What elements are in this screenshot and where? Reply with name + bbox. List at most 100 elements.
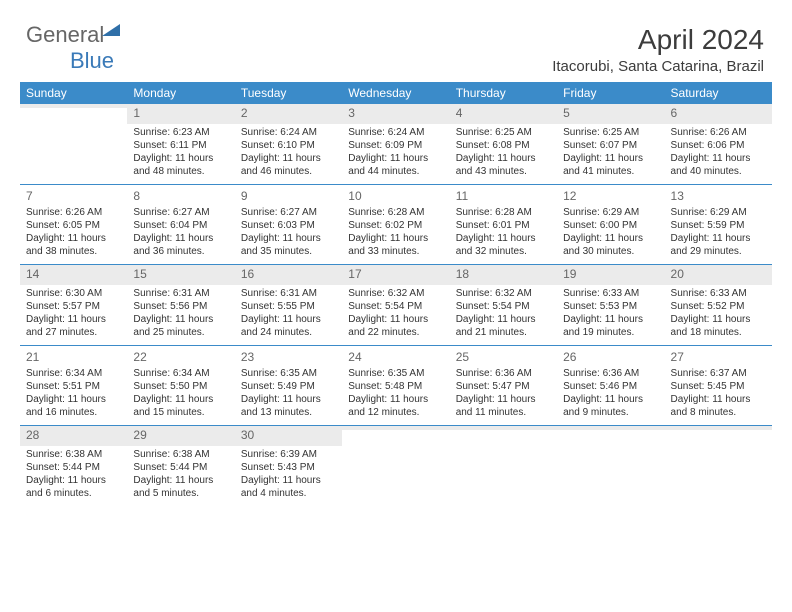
day-info-line: Sunset: 5:43 PM bbox=[241, 461, 336, 474]
day-number: 5 bbox=[557, 104, 664, 124]
day-info-line: Sunrise: 6:27 AM bbox=[241, 206, 336, 219]
day-info-line: Daylight: 11 hours bbox=[563, 232, 658, 245]
day-info-line: and 18 minutes. bbox=[671, 326, 766, 339]
day-info-line: Sunrise: 6:30 AM bbox=[26, 287, 121, 300]
calendar-day: 29Sunrise: 6:38 AMSunset: 5:44 PMDayligh… bbox=[127, 426, 234, 506]
day-info-line: Sunset: 5:57 PM bbox=[26, 300, 121, 313]
day-info-line: Daylight: 11 hours bbox=[456, 152, 551, 165]
page-title: April 2024 bbox=[638, 24, 764, 56]
day-info-line: Sunset: 5:52 PM bbox=[671, 300, 766, 313]
day-info-line: Sunset: 6:06 PM bbox=[671, 139, 766, 152]
day-info-line: Sunrise: 6:33 AM bbox=[563, 287, 658, 300]
day-info-line: Sunset: 5:55 PM bbox=[241, 300, 336, 313]
calendar-week: 21Sunrise: 6:34 AMSunset: 5:51 PMDayligh… bbox=[20, 345, 772, 426]
day-info-line: and 32 minutes. bbox=[456, 245, 551, 258]
day-info-line: Sunrise: 6:28 AM bbox=[456, 206, 551, 219]
calendar-day: 11Sunrise: 6:28 AMSunset: 6:01 PMDayligh… bbox=[450, 185, 557, 265]
day-number bbox=[450, 426, 557, 430]
weekday-header: Thursday bbox=[450, 82, 557, 104]
day-number bbox=[557, 426, 664, 430]
day-info-line: Daylight: 11 hours bbox=[241, 393, 336, 406]
day-info-line: Sunrise: 6:28 AM bbox=[348, 206, 443, 219]
day-info-line: Sunrise: 6:38 AM bbox=[26, 448, 121, 461]
day-info-line: and 41 minutes. bbox=[563, 165, 658, 178]
day-info-line: Daylight: 11 hours bbox=[348, 232, 443, 245]
calendar-day: 9Sunrise: 6:27 AMSunset: 6:03 PMDaylight… bbox=[235, 185, 342, 265]
calendar-day: 30Sunrise: 6:39 AMSunset: 5:43 PMDayligh… bbox=[235, 426, 342, 506]
day-info-line: Daylight: 11 hours bbox=[563, 393, 658, 406]
day-info-line: Daylight: 11 hours bbox=[133, 313, 228, 326]
day-info-line: Daylight: 11 hours bbox=[671, 393, 766, 406]
calendar-week: 28Sunrise: 6:38 AMSunset: 5:44 PMDayligh… bbox=[20, 425, 772, 506]
day-info-line: Sunrise: 6:26 AM bbox=[26, 206, 121, 219]
calendar-day: 12Sunrise: 6:29 AMSunset: 6:00 PMDayligh… bbox=[557, 185, 664, 265]
day-number: 3 bbox=[342, 104, 449, 124]
day-number: 25 bbox=[456, 350, 551, 366]
day-info-line: Daylight: 11 hours bbox=[133, 152, 228, 165]
day-number: 9 bbox=[241, 189, 336, 205]
day-info-line: Daylight: 11 hours bbox=[563, 313, 658, 326]
calendar-day: 27Sunrise: 6:37 AMSunset: 5:45 PMDayligh… bbox=[665, 346, 772, 426]
day-info-line: and 11 minutes. bbox=[456, 406, 551, 419]
calendar-week: 14Sunrise: 6:30 AMSunset: 5:57 PMDayligh… bbox=[20, 264, 772, 345]
calendar-day: 22Sunrise: 6:34 AMSunset: 5:50 PMDayligh… bbox=[127, 346, 234, 426]
day-info-line: Sunset: 5:49 PM bbox=[241, 380, 336, 393]
day-number: 16 bbox=[235, 265, 342, 285]
day-number: 18 bbox=[450, 265, 557, 285]
day-info-line: Sunrise: 6:34 AM bbox=[26, 367, 121, 380]
day-info-line: Sunset: 6:07 PM bbox=[563, 139, 658, 152]
day-info-line: Daylight: 11 hours bbox=[133, 232, 228, 245]
calendar-week: 7Sunrise: 6:26 AMSunset: 6:05 PMDaylight… bbox=[20, 184, 772, 265]
day-info-line: Daylight: 11 hours bbox=[241, 474, 336, 487]
weekday-header: Wednesday bbox=[342, 82, 449, 104]
day-info-line: and 22 minutes. bbox=[348, 326, 443, 339]
day-info-line: and 21 minutes. bbox=[456, 326, 551, 339]
day-info-line: Sunset: 5:44 PM bbox=[26, 461, 121, 474]
day-number: 24 bbox=[348, 350, 443, 366]
day-info-line: and 38 minutes. bbox=[26, 245, 121, 258]
weekday-header-row: Sunday Monday Tuesday Wednesday Thursday… bbox=[20, 82, 772, 104]
day-info-line: Sunrise: 6:38 AM bbox=[133, 448, 228, 461]
day-info-line: Daylight: 11 hours bbox=[348, 152, 443, 165]
day-info-line: Sunset: 6:02 PM bbox=[348, 219, 443, 232]
day-info-line: Sunrise: 6:32 AM bbox=[456, 287, 551, 300]
day-number: 11 bbox=[456, 189, 551, 205]
calendar-day: 1Sunrise: 6:23 AMSunset: 6:11 PMDaylight… bbox=[127, 104, 234, 184]
day-info-line: Sunrise: 6:33 AM bbox=[671, 287, 766, 300]
calendar-day: 2Sunrise: 6:24 AMSunset: 6:10 PMDaylight… bbox=[235, 104, 342, 184]
day-number: 7 bbox=[26, 189, 121, 205]
calendar-day: 28Sunrise: 6:38 AMSunset: 5:44 PMDayligh… bbox=[20, 426, 127, 506]
day-info-line: Sunset: 6:03 PM bbox=[241, 219, 336, 232]
day-info-line: and 33 minutes. bbox=[348, 245, 443, 258]
day-info-line: Sunset: 6:08 PM bbox=[456, 139, 551, 152]
day-info-line: Sunset: 6:05 PM bbox=[26, 219, 121, 232]
day-info-line: Daylight: 11 hours bbox=[26, 313, 121, 326]
day-info-line: and 16 minutes. bbox=[26, 406, 121, 419]
day-info-line: and 15 minutes. bbox=[133, 406, 228, 419]
calendar-day: 18Sunrise: 6:32 AMSunset: 5:54 PMDayligh… bbox=[450, 265, 557, 345]
day-info-line: Daylight: 11 hours bbox=[456, 313, 551, 326]
day-number: 26 bbox=[563, 350, 658, 366]
day-info-line: Daylight: 11 hours bbox=[241, 152, 336, 165]
day-info-line: and 27 minutes. bbox=[26, 326, 121, 339]
day-info-line: and 13 minutes. bbox=[241, 406, 336, 419]
day-info-line: Sunset: 5:53 PM bbox=[563, 300, 658, 313]
day-info-line: Sunset: 6:11 PM bbox=[133, 139, 228, 152]
day-info-line: and 25 minutes. bbox=[133, 326, 228, 339]
day-info-line: Daylight: 11 hours bbox=[26, 474, 121, 487]
day-number: 27 bbox=[671, 350, 766, 366]
brand-part1: General bbox=[26, 22, 104, 47]
calendar-day: 8Sunrise: 6:27 AMSunset: 6:04 PMDaylight… bbox=[127, 185, 234, 265]
day-info-line: and 40 minutes. bbox=[671, 165, 766, 178]
calendar-day: 5Sunrise: 6:25 AMSunset: 6:07 PMDaylight… bbox=[557, 104, 664, 184]
calendar-day bbox=[665, 426, 772, 506]
day-number: 17 bbox=[342, 265, 449, 285]
calendar-day: 14Sunrise: 6:30 AMSunset: 5:57 PMDayligh… bbox=[20, 265, 127, 345]
day-info-line: and 30 minutes. bbox=[563, 245, 658, 258]
day-info-line: and 8 minutes. bbox=[671, 406, 766, 419]
day-number: 1 bbox=[127, 104, 234, 124]
day-info-line: Sunset: 6:00 PM bbox=[563, 219, 658, 232]
day-info-line: Daylight: 11 hours bbox=[241, 232, 336, 245]
day-info-line: Daylight: 11 hours bbox=[26, 232, 121, 245]
calendar-day: 23Sunrise: 6:35 AMSunset: 5:49 PMDayligh… bbox=[235, 346, 342, 426]
